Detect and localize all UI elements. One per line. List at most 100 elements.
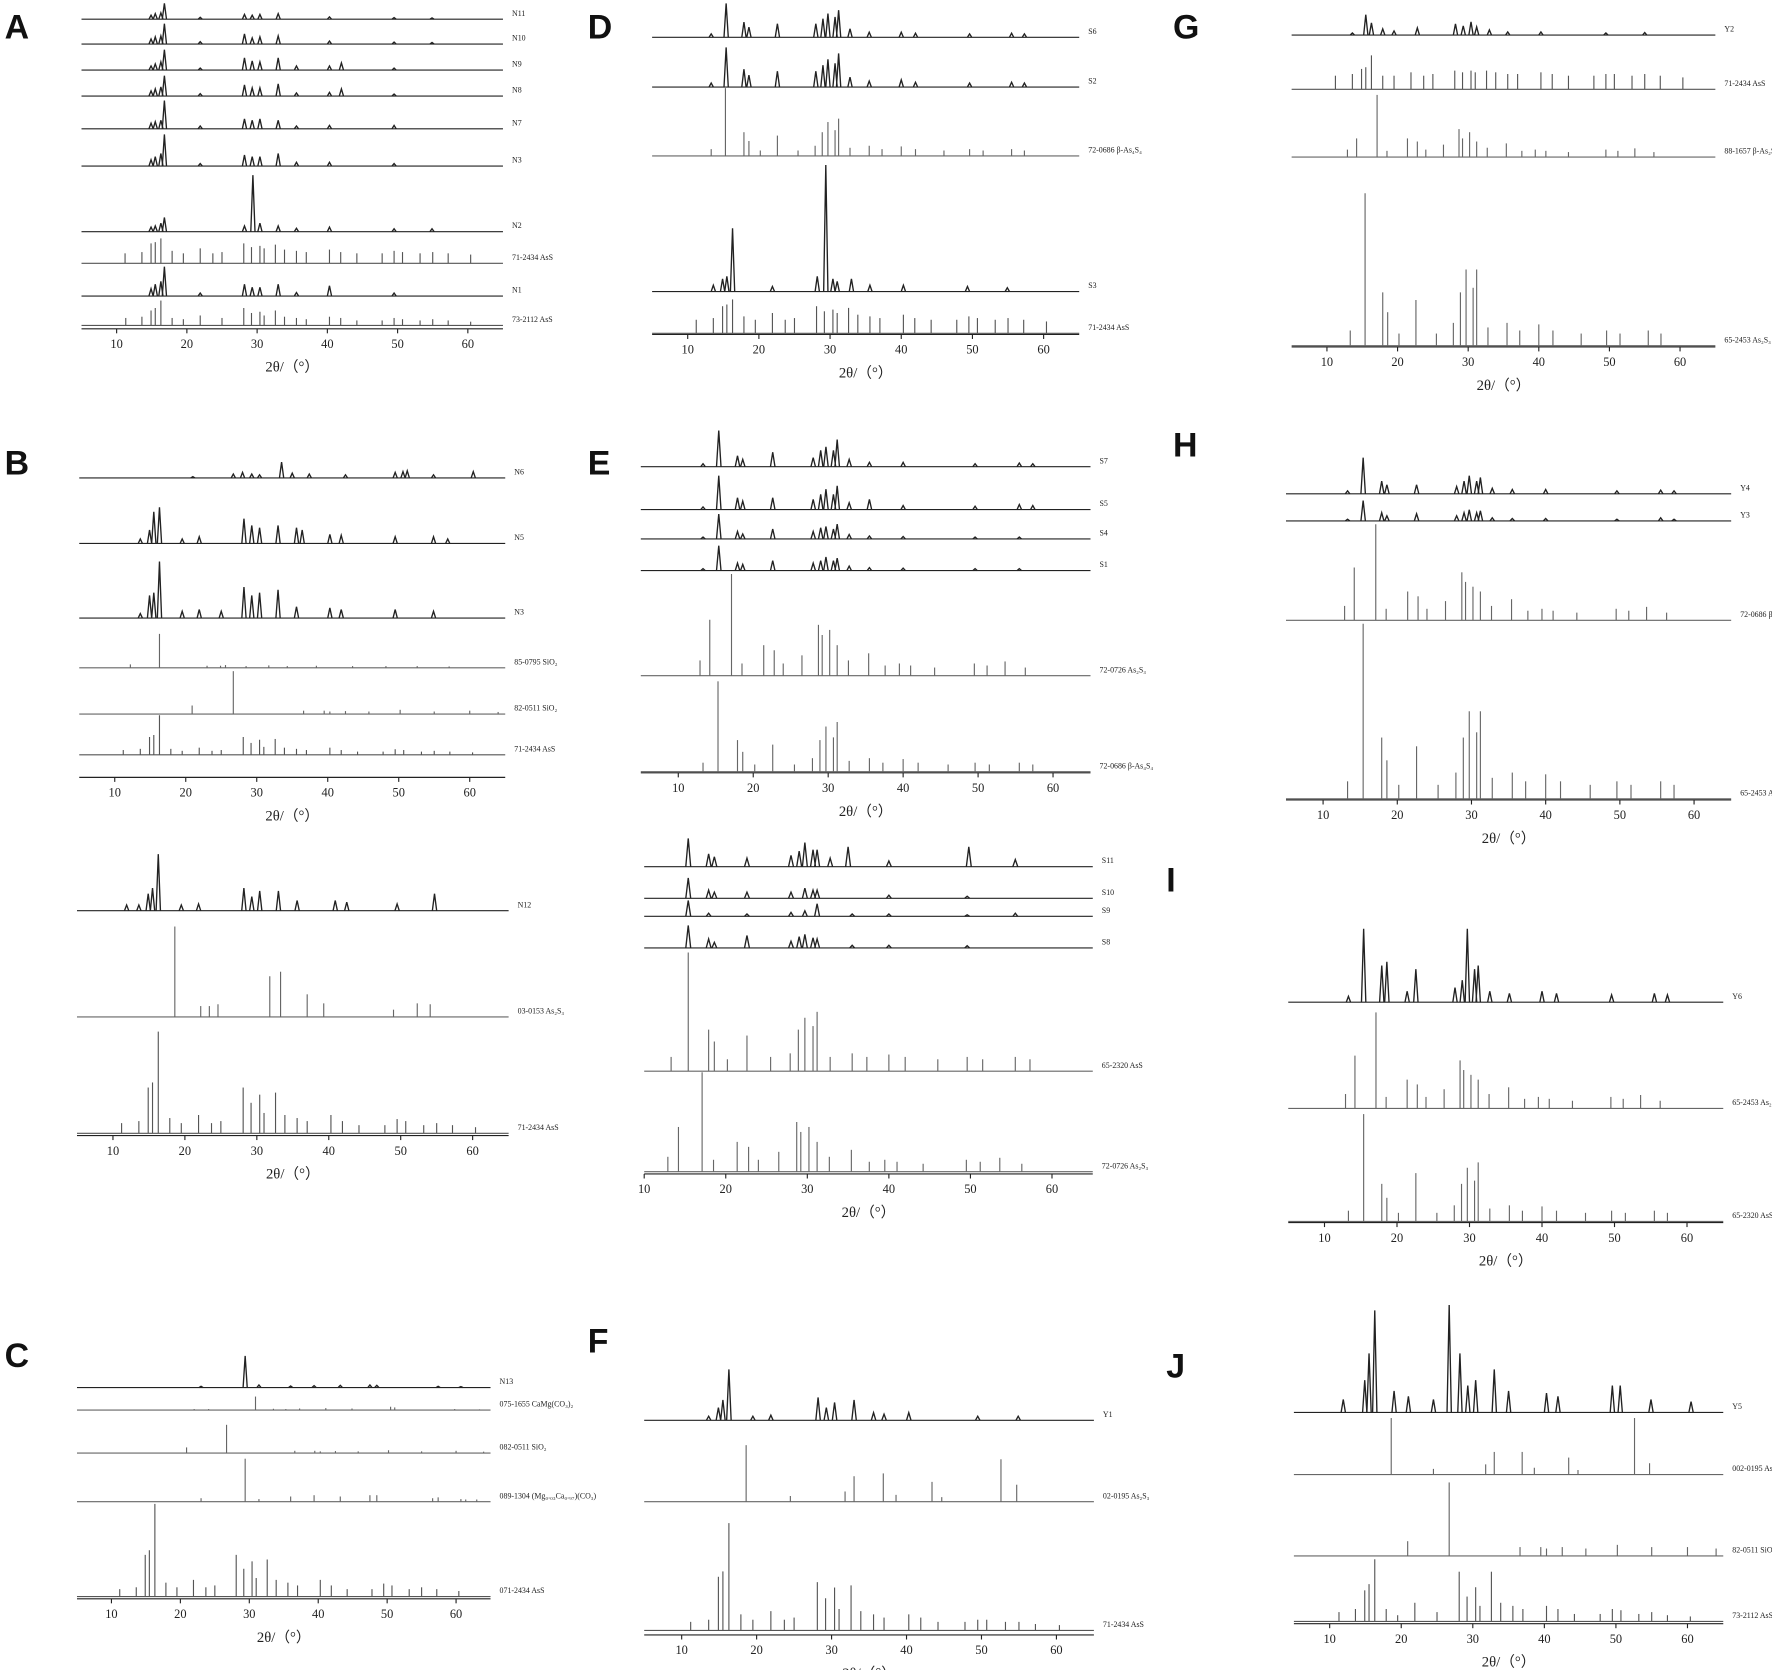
diffraction-peak	[685, 900, 692, 917]
series-label: N11	[512, 9, 525, 18]
diffraction-peak	[810, 499, 817, 510]
diffraction-peak	[392, 534, 398, 544]
diffraction-peak	[813, 71, 819, 88]
series-label: Y3	[1740, 510, 1750, 519]
diffraction-peak	[787, 890, 795, 899]
diffraction-peak	[161, 23, 168, 45]
x-tick-label: 30	[251, 337, 263, 351]
diffraction-peak	[326, 225, 333, 232]
diffraction-peak	[155, 854, 162, 911]
x-tick-label: 20	[720, 1182, 732, 1196]
diffraction-peak	[1457, 1353, 1463, 1413]
diffraction-peak	[137, 611, 144, 619]
x-tick-label: 60	[1688, 808, 1700, 822]
diffraction-peak	[248, 595, 255, 619]
diffraction-peak	[241, 888, 247, 911]
diffraction-peak	[964, 895, 971, 899]
diffraction-peak	[148, 89, 154, 97]
diffraction-peak	[685, 838, 692, 867]
series-label: 082-0511 SiO₂	[500, 1443, 547, 1452]
diffraction-peak	[337, 1384, 343, 1388]
diffraction-peak	[400, 469, 406, 479]
x-tick-label: 40	[312, 1607, 324, 1621]
diffraction-peak	[810, 457, 817, 467]
x-axis-label: 2θ/（°）	[842, 1665, 896, 1670]
series-label: 73-2112 AsS	[1732, 1611, 1772, 1620]
diffraction-peak	[241, 154, 248, 167]
diffraction-peak	[817, 450, 824, 467]
diffraction-peak	[161, 217, 168, 232]
diffraction-peak	[1384, 514, 1390, 522]
diffraction-peak	[1651, 993, 1658, 1003]
diffraction-peak	[391, 124, 397, 130]
diffraction-peak	[278, 462, 285, 479]
diffraction-peak	[815, 1397, 822, 1421]
x-tick-label: 20	[1391, 808, 1403, 822]
diffraction-peak	[197, 124, 203, 130]
diffraction-peak	[810, 560, 817, 571]
diffraction-peak	[197, 162, 203, 167]
diffraction-peak	[342, 473, 349, 479]
diffraction-peak	[149, 888, 156, 911]
diffraction-peak	[275, 120, 281, 129]
x-tick-label: 30	[822, 781, 834, 795]
diffraction-peak	[145, 893, 152, 911]
x-tick-label: 40	[321, 337, 333, 351]
series-label: N2	[512, 221, 522, 230]
diffraction-peak	[972, 536, 978, 540]
x-tick-label: 30	[1463, 1231, 1475, 1245]
diffraction-peak	[813, 23, 819, 38]
diffraction-peak	[241, 118, 248, 129]
diffraction-peak	[715, 1407, 722, 1421]
diffraction-peak	[1506, 993, 1513, 1003]
series-label: 02-0195 As₂S₃	[1103, 1491, 1150, 1500]
diffraction-peak	[1362, 14, 1369, 36]
diffraction-peak	[257, 287, 263, 297]
x-tick-label: 50	[1610, 1632, 1622, 1646]
diffraction-peak	[966, 32, 973, 38]
diffraction-peak	[250, 175, 256, 232]
series-label: N12	[518, 900, 532, 909]
diffraction-peak	[1617, 1385, 1624, 1413]
diffraction-peak	[275, 83, 281, 97]
diffraction-peak	[431, 893, 438, 911]
series-label: 71-2434 AsS	[1724, 79, 1765, 88]
diffraction-peak	[739, 457, 746, 467]
diffraction-peak	[1361, 1380, 1368, 1413]
diffraction-peak	[1446, 1305, 1453, 1413]
series-label: Y4	[1740, 483, 1750, 492]
diffraction-peak	[866, 79, 872, 88]
diffraction-peak	[230, 472, 237, 479]
x-axis-label: 2θ/（°）	[266, 1165, 320, 1182]
diffraction-peak	[744, 913, 750, 917]
diffraction-peak	[156, 561, 163, 619]
diffraction-peak	[1486, 28, 1493, 36]
diffraction-peak	[161, 3, 168, 20]
diffraction-peak	[1360, 457, 1367, 494]
diffraction-peak	[1553, 993, 1560, 1003]
diffraction-peak	[161, 266, 168, 297]
diffraction-peak	[1016, 567, 1023, 572]
diffraction-peak	[711, 856, 718, 867]
diffraction-peak	[148, 37, 154, 45]
diffraction-peak	[326, 160, 333, 167]
series-label: 82-0511 SiO₂	[1732, 1545, 1772, 1554]
diffraction-peak	[196, 534, 203, 544]
panel-letter: E	[588, 445, 611, 483]
series-label: 72-0726 As₂S₃	[1102, 1161, 1149, 1170]
diffraction-peak	[289, 471, 295, 479]
diffraction-peak	[739, 562, 746, 571]
diffraction-peak	[750, 1414, 756, 1421]
series-label: 72-0686 β-As₄S₄	[1088, 146, 1142, 155]
diffraction-peak	[700, 462, 706, 468]
diffraction-peak	[391, 16, 397, 20]
x-tick-label: 60	[1046, 1182, 1058, 1196]
diffraction-peak	[338, 532, 345, 544]
diffraction-peak	[241, 33, 248, 45]
diffraction-peak	[1016, 502, 1023, 510]
diffraction-peak	[275, 153, 281, 167]
diffraction-peak	[458, 1385, 464, 1389]
diffraction-peak	[885, 913, 892, 917]
series-label: S2	[1088, 77, 1096, 86]
diffraction-peak	[152, 11, 159, 20]
